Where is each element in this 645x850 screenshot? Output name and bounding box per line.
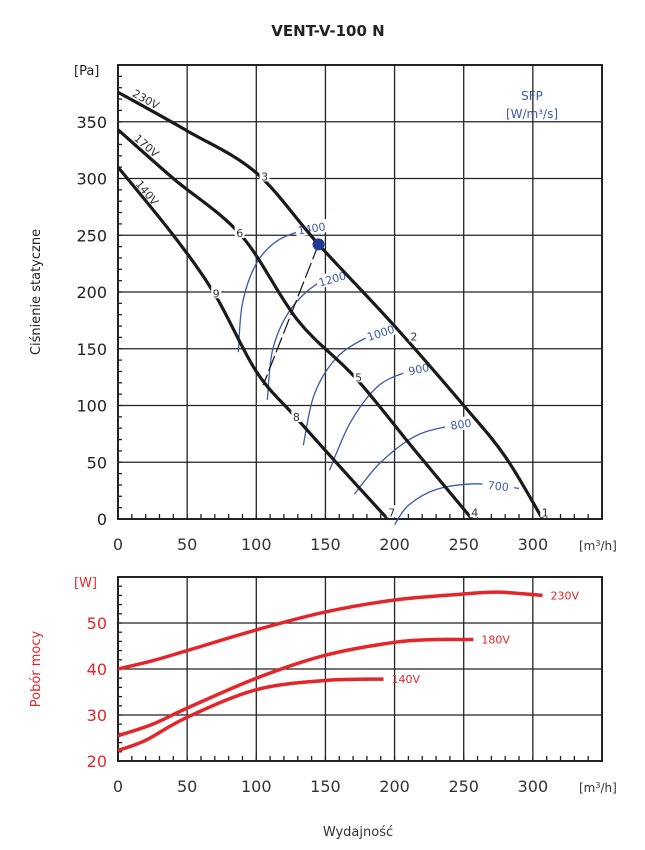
point-label-bg — [291, 409, 302, 422]
x-unit-label: [m3/h] — [579, 539, 617, 554]
x-tick-label: 100 — [241, 535, 272, 554]
x-tick-label: 150 — [310, 777, 341, 796]
y-unit-label: [Pa] — [74, 64, 99, 79]
x-tick-label: 50 — [177, 777, 197, 796]
fan-curve-170V — [116, 128, 474, 521]
sfp-curve-label: 1000 — [366, 323, 397, 344]
point-label-bg — [353, 370, 364, 383]
point-label: 7 — [388, 506, 395, 519]
point-label-bg — [234, 226, 245, 239]
x-tick-label: 50 — [177, 535, 197, 554]
point-label-bg — [259, 169, 270, 182]
sfp-label-bg — [315, 267, 350, 290]
power-curve-label: 180V — [481, 634, 510, 647]
y-axis-title: Pobór mocy — [29, 630, 44, 707]
x-tick-label: 0 — [113, 535, 123, 554]
y-tick-label: 100 — [76, 397, 107, 416]
sfp-legend-title: SFP — [521, 89, 543, 103]
y-tick-label: 0 — [97, 510, 107, 529]
x-unit-label: [m3/h] — [579, 781, 617, 796]
sfp-curve-800 — [353, 421, 473, 495]
x-tick-label: 300 — [518, 535, 549, 554]
fan-curve-140V — [116, 166, 389, 521]
fan-curve-230V — [117, 90, 544, 520]
sfp-label-bg — [294, 218, 329, 237]
x-tick-label: 300 — [518, 777, 549, 796]
x-tick-label: 200 — [379, 777, 410, 796]
point-label: 3 — [261, 170, 268, 183]
power-curve-label: 230V — [551, 589, 580, 602]
point-label: 9 — [213, 287, 220, 300]
y-tick-label: 250 — [76, 226, 107, 245]
y-tick-label: 150 — [76, 340, 107, 359]
point-label-bg — [386, 505, 397, 518]
sfp-curve-label: 700 — [487, 479, 509, 494]
chart-title: VENT-V-100 N — [271, 22, 384, 40]
operating-point — [312, 238, 325, 251]
point-label: 2 — [410, 330, 417, 343]
power-curve-180V — [117, 637, 474, 738]
x-axis-title: Wydajność — [323, 825, 393, 840]
y-tick-label: 30 — [87, 706, 107, 725]
sfp-curve-label: 800 — [450, 417, 473, 433]
point-label-bg — [211, 286, 222, 299]
system-curve-line — [262, 244, 320, 386]
y-tick-label: 20 — [87, 752, 107, 771]
point-label: 8 — [293, 411, 300, 424]
point-label-bg — [469, 505, 480, 518]
x-tick-label: 0 — [113, 777, 123, 796]
point-label-bg — [408, 329, 419, 342]
y-tick-label: 350 — [76, 113, 107, 132]
sfp-label-bg — [481, 477, 515, 494]
y-tick-label: 40 — [87, 660, 107, 679]
power-curve-230V — [117, 590, 543, 671]
y-tick-label: 200 — [76, 283, 107, 302]
y-tick-label: 50 — [87, 453, 107, 472]
x-tick-label: 250 — [448, 535, 479, 554]
y-tick-label: 50 — [87, 614, 107, 633]
point-label: 1 — [542, 506, 549, 519]
power-curve-label: 140V — [392, 673, 421, 686]
x-tick-label: 200 — [379, 535, 410, 554]
point-label: 6 — [236, 227, 243, 240]
sfp-label-bg — [444, 414, 478, 433]
sfp-curve-1000 — [302, 327, 395, 446]
sfp-label-bg — [363, 321, 398, 344]
sfp-curve-label: 900 — [407, 361, 430, 378]
sfp-curve-900 — [328, 366, 430, 471]
point-label-bg — [540, 505, 551, 518]
point-label: 5 — [355, 371, 362, 384]
power-curve-140V — [117, 677, 384, 753]
x-tick-label: 150 — [310, 535, 341, 554]
sfp-legend-unit: [W/m³/s] — [506, 107, 558, 121]
x-tick-label: 250 — [448, 777, 479, 796]
y-unit-label: [W] — [74, 576, 97, 591]
point-label: 4 — [471, 506, 478, 519]
y-axis-title: Ciśnienie statyczne — [29, 229, 44, 355]
x-tick-label: 100 — [241, 777, 272, 796]
y-tick-label: 300 — [76, 170, 107, 189]
sfp-curve-label: 1400 — [297, 220, 327, 237]
